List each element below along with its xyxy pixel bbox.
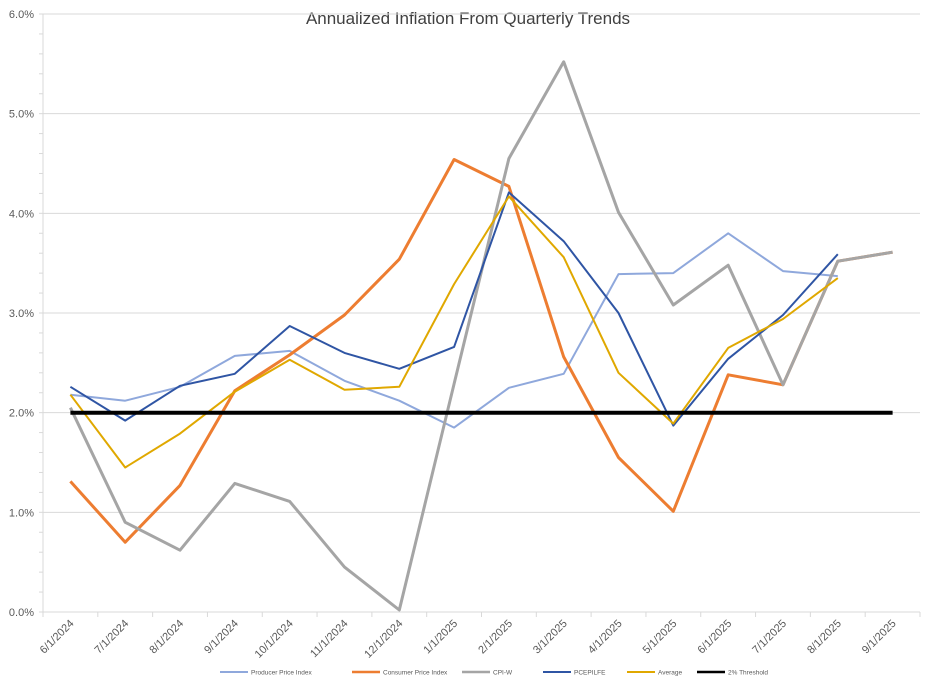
x-axis: 6/1/2024 7/1/2024 8/1/2024 9/1/2024 10/1/202…	[38, 618, 899, 661]
x-tick-label: 9/1/2024	[202, 618, 241, 657]
y-tick-label: 0.0%	[9, 607, 34, 619]
x-tick-label: 3/1/2025	[531, 618, 570, 657]
x-tick-label: 1/1/2025	[421, 618, 460, 657]
legend-label: PCEPILFE	[574, 670, 606, 677]
legend-label: 2% Threshold	[728, 670, 768, 677]
y-tick-label: 5.0%	[9, 109, 34, 121]
y-tick-label: 4.0%	[9, 208, 34, 220]
series-lines	[69, 60, 893, 612]
series-line-cpi-w	[69, 60, 893, 612]
chart-title: Annualized Inflation From Quarterly Tren…	[306, 9, 630, 28]
series-line-consumer-price-index	[69, 158, 893, 544]
x-tick-label: 10/1/2024	[253, 618, 296, 661]
x-tick-label: 7/1/2024	[93, 618, 132, 657]
x-tick-label: 6/1/2024	[38, 618, 77, 657]
x-tick-label: 8/1/2025	[805, 618, 844, 657]
legend: Producer Price Index Consumer Price Index…	[220, 670, 768, 677]
y-tick-label: 3.0%	[9, 308, 34, 320]
y-axis: 0.0% 1.0% 2.0% 3.0% 4.0% 5.0% 6.0%	[9, 9, 34, 619]
series-line-producer-price-index	[70, 232, 838, 429]
x-tick-label: 6/1/2025	[696, 618, 735, 657]
legend-label: Average	[658, 670, 682, 677]
legend-label: CPI-W	[493, 670, 513, 677]
x-tick-label: 11/1/2024	[308, 618, 351, 661]
y-tick-label: 2.0%	[9, 408, 34, 420]
legend-label: Producer Price Index	[251, 670, 312, 677]
x-tick-label: 9/1/2025	[860, 618, 899, 657]
series-line-average	[69, 195, 839, 469]
series-line-pcepilfe	[69, 191, 839, 427]
x-tick-label: 7/1/2025	[750, 618, 789, 657]
legend-label: Consumer Price Index	[383, 670, 448, 677]
y-tick-label: 1.0%	[9, 507, 34, 519]
y-tick-label: 6.0%	[9, 9, 34, 21]
x-tick-label: 8/1/2024	[147, 618, 186, 657]
x-tick-label: 4/1/2025	[586, 618, 625, 657]
x-tick-label: 2/1/2025	[476, 618, 515, 657]
x-tick-label: 5/1/2025	[641, 618, 680, 657]
x-tick-label: 12/1/2024	[362, 618, 405, 661]
